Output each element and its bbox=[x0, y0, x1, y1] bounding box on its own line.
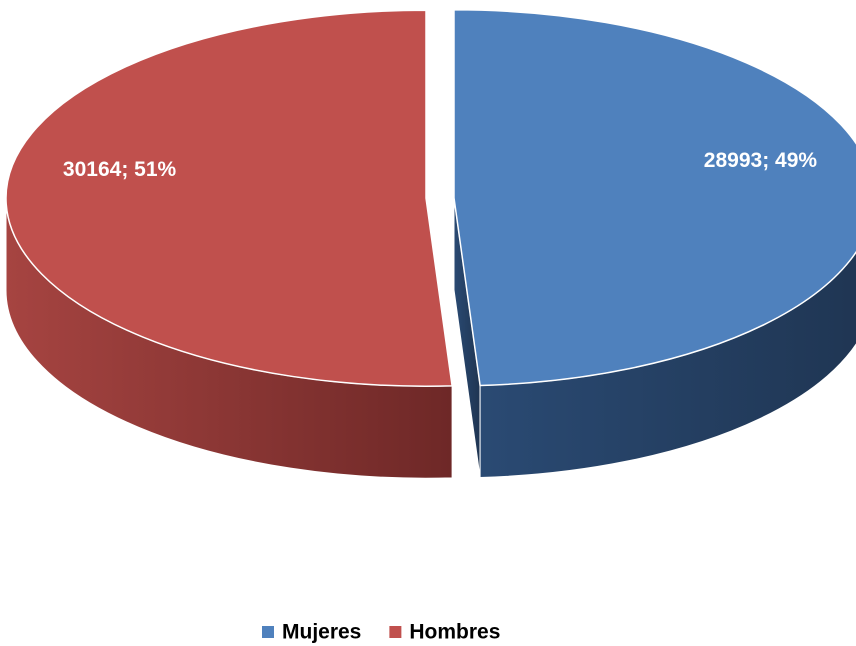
legend-label: Hombres bbox=[409, 621, 500, 644]
legend-label: Mujeres bbox=[282, 621, 361, 644]
legend: Mujeres Hombres bbox=[262, 621, 500, 644]
slice bbox=[453, 9, 856, 387]
legend-swatch bbox=[389, 626, 402, 638]
pie: 28993; 49% 30164; 51% bbox=[5, 9, 856, 479]
slice bbox=[5, 9, 453, 387]
legend-swatch bbox=[262, 626, 274, 638]
data-label: 28993; 49% bbox=[704, 149, 818, 172]
data-label: 30164; 51% bbox=[63, 158, 177, 181]
